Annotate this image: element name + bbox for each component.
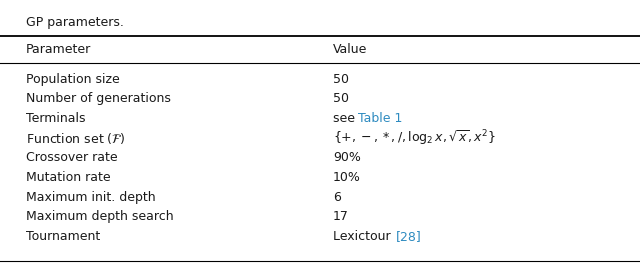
Text: [28]: [28] [396, 230, 421, 243]
Text: Table 1: Table 1 [358, 112, 403, 125]
Text: 17: 17 [333, 210, 349, 223]
Text: GP parameters.: GP parameters. [26, 16, 124, 29]
Text: 6: 6 [333, 191, 340, 204]
Text: $\{+,-,*,/,\log_2 x, \sqrt{x}, x^2\}$: $\{+,-,*,/,\log_2 x, \sqrt{x}, x^2\}$ [333, 129, 496, 148]
Text: 90%: 90% [333, 151, 361, 164]
Text: Maximum init. depth: Maximum init. depth [26, 191, 156, 204]
Text: Crossover rate: Crossover rate [26, 151, 117, 164]
Text: Function set ($\mathcal{F}$): Function set ($\mathcal{F}$) [26, 131, 125, 146]
Text: Terminals: Terminals [26, 112, 85, 125]
Text: Mutation rate: Mutation rate [26, 171, 110, 184]
Text: Number of generations: Number of generations [26, 93, 170, 105]
Text: see: see [333, 112, 359, 125]
Text: Population size: Population size [26, 73, 119, 86]
Text: 10%: 10% [333, 171, 361, 184]
Text: Value: Value [333, 43, 367, 56]
Text: 50: 50 [333, 93, 349, 105]
Text: Lexictour: Lexictour [333, 230, 394, 243]
Text: Maximum depth search: Maximum depth search [26, 210, 173, 223]
Text: Parameter: Parameter [26, 43, 91, 56]
Text: Tournament: Tournament [26, 230, 100, 243]
Text: 50: 50 [333, 73, 349, 86]
